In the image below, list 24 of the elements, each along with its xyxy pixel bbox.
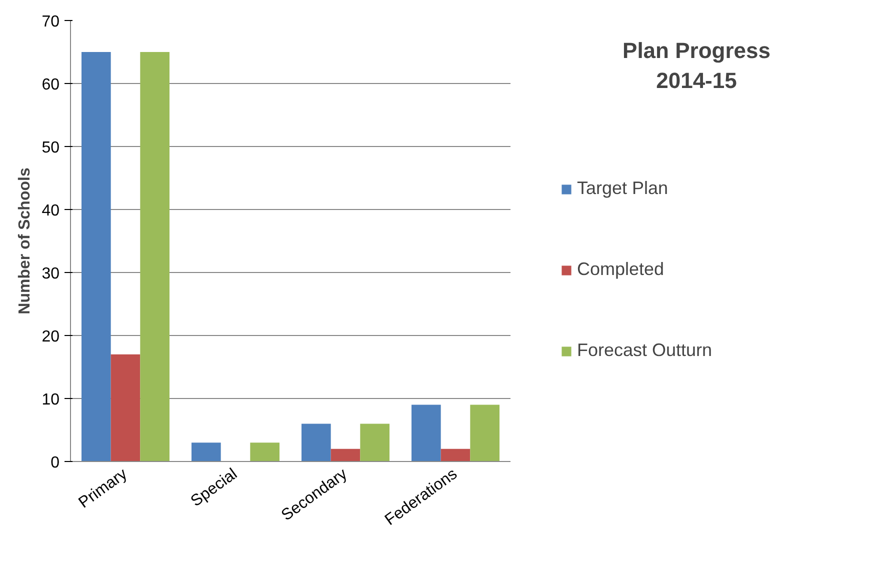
y-tick-label: 0 [50, 454, 60, 472]
legend-label: Forecast Outturn [577, 340, 712, 361]
y-tick-label: 30 [42, 266, 60, 282]
text: Plan Progress 2014-15 [622, 38, 770, 94]
bar [192, 442, 221, 462]
y-axis-title: Number of Schools [16, 168, 34, 314]
bar [250, 442, 280, 462]
bar [302, 424, 331, 462]
y-tick-label: 10 [42, 392, 60, 408]
y-tick-label: 20 [42, 328, 60, 346]
legend-label: Target Plan [577, 178, 668, 199]
bar [140, 52, 170, 462]
y-tick-label: 50 [42, 140, 60, 156]
y-tick-label: 60 [42, 76, 60, 94]
y-tick-label: 70 [42, 14, 60, 30]
bar [360, 424, 390, 462]
bar [110, 354, 140, 462]
bar [470, 404, 500, 462]
y-tick-label: 40 [42, 202, 60, 220]
bar [440, 448, 470, 462]
bar [82, 52, 111, 462]
bar [330, 448, 360, 462]
bar [412, 404, 441, 462]
legend-label: Completed [577, 259, 664, 280]
